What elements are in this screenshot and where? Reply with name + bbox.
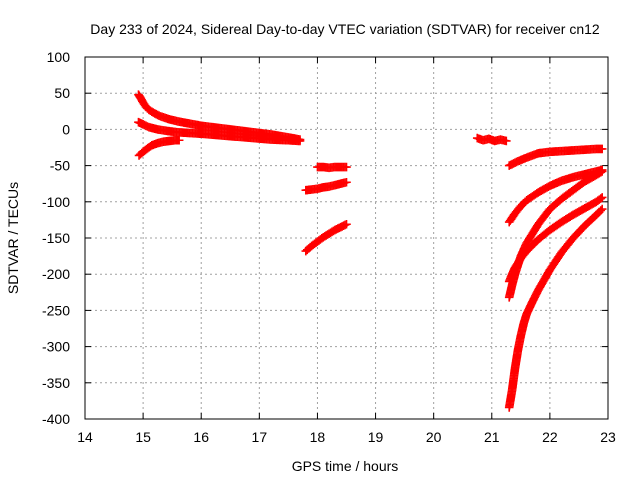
- x-tick-label: 16: [193, 429, 209, 445]
- series-arc-11: [504, 193, 607, 286]
- series-arc-4: [313, 162, 351, 173]
- data-point-marker: [342, 177, 351, 187]
- series-arc-12: [504, 204, 607, 412]
- y-tick-label: -250: [42, 302, 70, 318]
- plot-frame: [84, 56, 609, 420]
- series-arc-7: [472, 133, 511, 146]
- series-arc-8: [504, 144, 607, 170]
- x-tick-label: 22: [542, 429, 558, 445]
- y-tick-label: 0: [62, 121, 70, 137]
- y-tick-label: 50: [54, 85, 70, 101]
- data-point-marker: [597, 144, 607, 154]
- y-tick-label: -400: [42, 411, 70, 427]
- y-tick-label: -350: [42, 375, 70, 391]
- data-point-marker: [596, 167, 606, 177]
- data-marks-layer: [134, 90, 607, 412]
- data-point-marker: [502, 136, 511, 146]
- data-point-marker: [174, 135, 184, 145]
- data-point-marker: [295, 136, 305, 146]
- y-tick-label: -300: [42, 339, 70, 355]
- x-tick-label: 23: [600, 429, 616, 445]
- data-point-marker: [597, 204, 607, 214]
- x-axis-label: GPS time / hours: [292, 458, 399, 474]
- y-tick-label: -50: [50, 158, 70, 174]
- data-point-marker: [597, 167, 607, 176]
- y-tick-label: 100: [47, 49, 71, 65]
- x-tick-label: 18: [310, 429, 326, 445]
- series-arc-9: [504, 165, 607, 227]
- y-tick-label: -100: [42, 194, 70, 210]
- data-point-marker: [342, 219, 351, 229]
- data-point-marker: [342, 162, 351, 172]
- series-arc-3: [134, 135, 184, 160]
- data-point-marker: [596, 194, 606, 203]
- y-tick-label: -150: [42, 230, 70, 246]
- x-tick-label: 17: [252, 429, 268, 445]
- series-arc-6: [301, 219, 351, 256]
- series-arc-10: [504, 167, 607, 302]
- series-arc-2: [134, 117, 305, 146]
- x-tick-label: 15: [135, 429, 151, 445]
- tick-labels-layer: 14 15 16 17 18 19 20 21 22 23 100 50 0 -50 -100 -150 -20…: [42, 49, 616, 445]
- data-point-marker: [596, 206, 606, 215]
- x-tick-label: 21: [484, 429, 500, 445]
- x-tick-label: 19: [368, 429, 384, 445]
- tick-layer: [84, 56, 609, 420]
- x-tick-label: 14: [77, 429, 93, 445]
- y-axis-label: SDTVAR / TECUs: [5, 182, 21, 294]
- series-arc-5: [301, 177, 351, 195]
- grid-layer: [85, 57, 608, 419]
- y-tick-label: -200: [42, 266, 70, 282]
- chart-title: Day 233 of 2024, Sidereal Day-to-day VTE…: [90, 21, 600, 37]
- data-point-marker: [597, 193, 607, 202]
- x-tick-label: 20: [426, 429, 442, 445]
